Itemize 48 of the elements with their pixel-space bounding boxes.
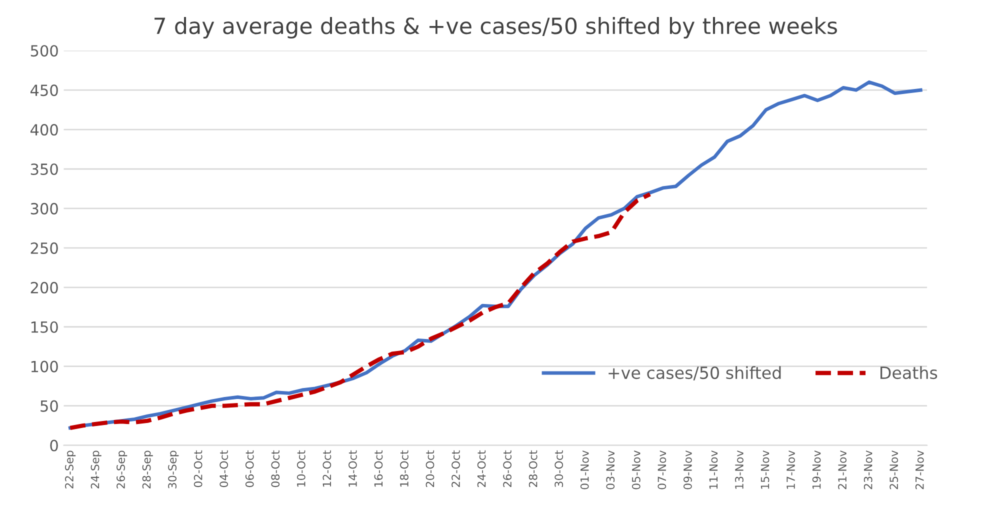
x-tick-label: 11-Nov (709, 450, 718, 489)
x-tick-label: 03-Nov (606, 450, 615, 490)
x-tick-label: 22-Sep (65, 450, 76, 488)
x-tick-label: 20-Oct (426, 450, 434, 487)
x-tick-label: 19-Nov (812, 450, 821, 489)
y-tick-label: 500 (30, 45, 58, 57)
y-tick-label: 100 (31, 360, 58, 372)
legend-label: +ve cases/50 shifted (608, 366, 781, 380)
x-tick-label: 10-Oct (296, 450, 306, 487)
x-tick-label: 30-Oct (554, 450, 564, 487)
x-tick-label: 02-Oct (194, 450, 202, 488)
x-tick-label: 09-Nov (683, 450, 692, 490)
legend-label: Deaths (880, 366, 938, 380)
chart-title: 7 day average deaths & +ve cases/50 shifted by three weeks (154, 17, 837, 39)
y-tick-label: 0 (50, 440, 58, 452)
x-tick-label: 15-Nov (760, 450, 770, 489)
y-tick-label: 200 (30, 282, 58, 294)
x-tick-label: 14-Oct (348, 450, 357, 487)
y-tick-label: 400 (30, 124, 58, 136)
x-tick-label: 04-Oct (220, 450, 228, 488)
y-tick-label: 450 (30, 84, 58, 96)
x-tick-label: 05-Nov (632, 450, 640, 490)
x-tick-label: 25-Nov (890, 450, 898, 490)
x-tick-label: 21-Nov (838, 450, 847, 490)
x-tick-label: 01-Nov (580, 450, 589, 490)
x-tick-label: 23-Nov (864, 450, 872, 490)
y-tick-label: 250 (30, 242, 58, 254)
x-tick-label: 06-Oct (245, 450, 254, 488)
x-tick-label: 26-Sep (116, 450, 128, 488)
x-tick-label: 28-Oct (528, 450, 538, 487)
x-tick-label: 28-Sep (142, 450, 153, 488)
y-tick-label: 150 (31, 321, 58, 333)
x-tick-label: 30-Sep (168, 450, 179, 488)
x-tick-label: 13-Nov (735, 450, 744, 489)
x-tick-label: 16-Oct (374, 450, 383, 487)
x-tick-label: 27-Nov (915, 450, 924, 490)
x-tick-label: 24-Oct (477, 450, 486, 487)
x-tick-label: 24-Sep (90, 450, 102, 488)
x-tick-label: 26-Oct (503, 450, 512, 487)
x-tick-label: 08-Oct (271, 450, 280, 488)
x-tick-label: 22-Oct (452, 450, 460, 487)
x-tick-label: 12-Oct (322, 450, 332, 487)
y-tick-label: 300 (30, 202, 58, 214)
y-tick-label: 50 (40, 400, 58, 412)
x-tick-label: 07-Nov (658, 450, 666, 490)
y-tick-label: 350 (30, 163, 58, 176)
x-tick-label: 18-Oct (400, 450, 408, 487)
x-tick-label: 17-Nov (786, 450, 795, 489)
